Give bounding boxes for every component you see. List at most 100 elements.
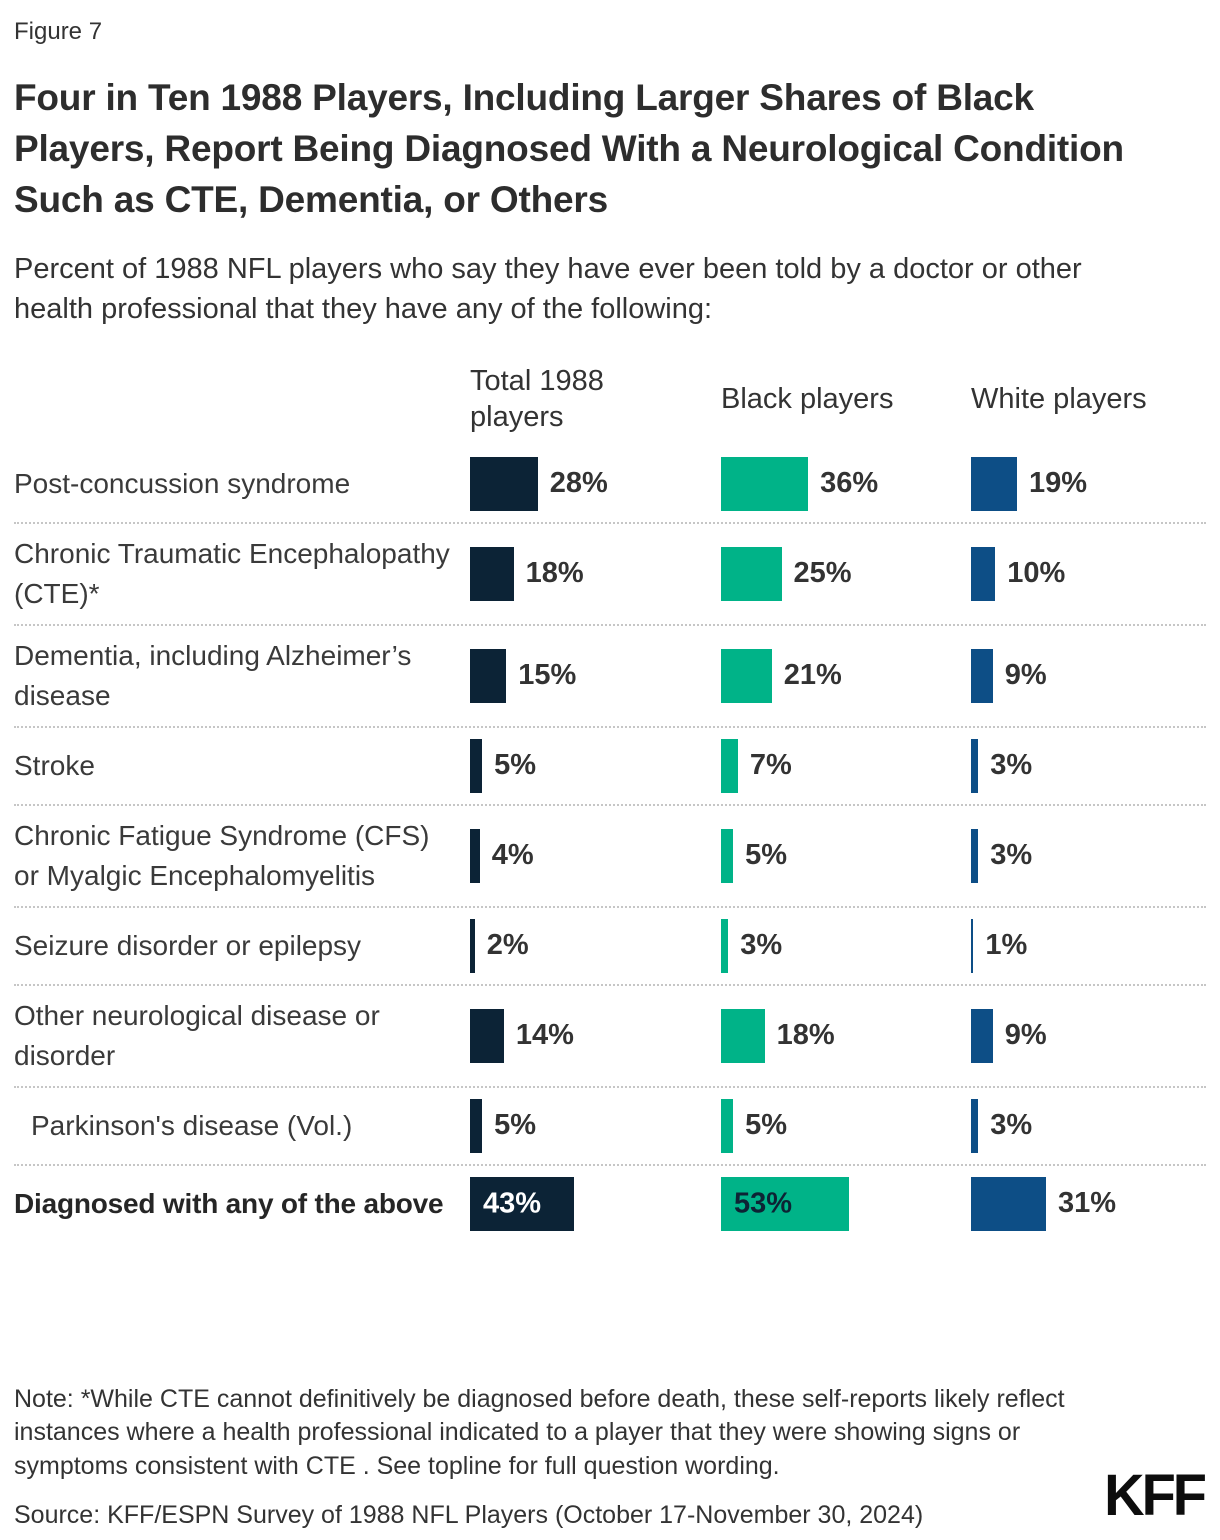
value-label: 4% — [491, 839, 534, 872]
row-label: Chronic Fatigue Syndrome (CFS) or Myalgi… — [14, 819, 430, 891]
chart-rows: Post-concussion syndrome 28% 36% 19% Chronic… — [14, 446, 1206, 1242]
black-players-bar — [721, 1098, 734, 1153]
chart-subtitle: Percent of 1988 NFL players who say they… — [14, 253, 1082, 326]
bar-cell: 3% — [971, 738, 1206, 794]
bar-cell: 28% — [470, 456, 721, 512]
total-1988-players-bar — [470, 456, 538, 511]
total-1988-players-bar — [470, 918, 475, 973]
chart-row: Chronic Traumatic Encephalopathy (CTE)* 1… — [14, 524, 1206, 626]
bar-cell: 5% — [470, 738, 721, 794]
total-1988-players-bar — [470, 546, 514, 601]
value-label: 15% — [518, 659, 577, 692]
chart-row: Stroke 5% 7% 3% — [14, 728, 1206, 806]
value-label: 28% — [549, 467, 608, 500]
bar-cell: 14% — [470, 1008, 721, 1064]
value-label: 9% — [1004, 659, 1047, 692]
black-players-bar — [721, 546, 782, 601]
row-label: Other neurological disease or disorder — [14, 999, 380, 1071]
white-players-bar — [971, 1008, 993, 1063]
black-players-bar — [721, 1008, 765, 1063]
total-1988-players-bar — [470, 738, 483, 793]
total-1988-players-bar — [470, 1098, 483, 1153]
value-label: 5% — [494, 1109, 537, 1142]
black-players-bar — [721, 918, 729, 973]
bar-cell: 5% — [721, 828, 971, 884]
row-label: Post-concussion syndrome — [14, 467, 351, 499]
bar-cell: 36% — [721, 456, 971, 512]
bar-cell: 1% — [971, 918, 1206, 974]
white-players-bar — [971, 456, 1017, 511]
row-label: Parkinson's disease (Vol.) — [31, 1109, 353, 1141]
row-label: Diagnosed with any of the above — [14, 1187, 444, 1219]
chart-row: Chronic Fatigue Syndrome (CFS) or Myalgi… — [14, 806, 1206, 908]
value-label: 9% — [1004, 1019, 1047, 1052]
total-1988-players-bar — [470, 1008, 504, 1063]
chart-row: Other neurological disease or disorder 14… — [14, 986, 1206, 1088]
chart-row: Seizure disorder or epilepsy 2% 3% 1% — [14, 908, 1206, 986]
value-label: 7% — [749, 749, 792, 782]
value-label: 3% — [740, 929, 783, 962]
value-label: 14% — [515, 1019, 574, 1052]
total-1988-players-bar — [470, 828, 480, 883]
row-label: Dementia, including Alzheimer’s disease — [14, 639, 412, 711]
bar-cell: 9% — [971, 648, 1206, 704]
white-players-bar — [971, 828, 979, 883]
chart-row: Parkinson's disease (Vol.) 5% 5% 3% — [14, 1088, 1206, 1166]
row-label: Stroke — [14, 749, 95, 781]
bar-cell: 3% — [971, 828, 1206, 884]
row-label: Chronic Traumatic Encephalopathy (CTE)* — [14, 537, 450, 609]
kff-logo: KFF — [1104, 1461, 1207, 1528]
value-label: 5% — [745, 839, 788, 872]
figure-label: Figure 7 — [14, 18, 103, 45]
bar-cell: 25% — [721, 546, 971, 602]
bar-cell: 18% — [470, 546, 721, 602]
value-label: 3% — [990, 749, 1033, 782]
bar-cell: 9% — [971, 1008, 1206, 1064]
column-headers: Total 1988 players Black players White p… — [14, 363, 1206, 436]
column-header-black-players: Black players — [721, 383, 894, 416]
chart-row: Dementia, including Alzheimer’s disease 1… — [14, 626, 1206, 728]
bar-cell: 3% — [971, 1098, 1206, 1154]
total-1988-players-bar: 43% — [470, 1176, 575, 1231]
value-label: 25% — [793, 557, 852, 590]
bar-cell: 5% — [470, 1098, 721, 1154]
chart-note: Note: *While CTE cannot definitively be … — [14, 1385, 1065, 1480]
black-players-bar — [721, 648, 772, 703]
white-players-bar — [971, 738, 979, 793]
chart-source: Source: KFF/ESPN Survey of 1988 NFL Play… — [14, 1501, 924, 1529]
white-players-bar — [971, 546, 996, 601]
value-label: 2% — [486, 929, 529, 962]
bar-cell: 43% — [470, 1176, 721, 1232]
value-label: 19% — [1029, 467, 1088, 500]
bar-cell: 21% — [721, 648, 971, 704]
white-players-bar — [971, 1176, 1046, 1231]
value-label: 10% — [1007, 557, 1066, 590]
column-header-white-players: White players — [971, 383, 1147, 416]
value-label: 3% — [990, 839, 1033, 872]
total-1988-players-bar — [470, 648, 507, 703]
value-label: 18% — [776, 1019, 835, 1052]
bar-cell: 7% — [721, 738, 971, 794]
chart-title: Four in Ten 1988 Players, Including Larg… — [14, 77, 1124, 221]
value-label: 18% — [525, 557, 584, 590]
bar-cell: 3% — [721, 918, 971, 974]
value-label: 3% — [990, 1109, 1033, 1142]
value-label: 5% — [494, 749, 537, 782]
value-label: 43% — [483, 1187, 542, 1220]
white-players-bar — [971, 648, 993, 703]
bar-cell: 15% — [470, 648, 721, 704]
chart-row: Post-concussion syndrome 28% 36% 19% — [14, 446, 1206, 524]
black-players-bar — [721, 456, 809, 511]
bar-cell: 4% — [470, 828, 721, 884]
bar-cell: 53% — [721, 1176, 971, 1232]
bar-cell: 2% — [470, 918, 721, 974]
value-label: 5% — [745, 1109, 788, 1142]
value-label: 36% — [820, 467, 879, 500]
black-players-bar: 53% — [721, 1176, 850, 1231]
bar-cell: 10% — [971, 546, 1206, 602]
chart-row: Diagnosed with any of the above 43% 53% 31% — [14, 1166, 1206, 1242]
black-players-bar — [721, 738, 738, 793]
bar-cell: 31% — [971, 1176, 1206, 1232]
value-label: 31% — [1058, 1187, 1117, 1220]
